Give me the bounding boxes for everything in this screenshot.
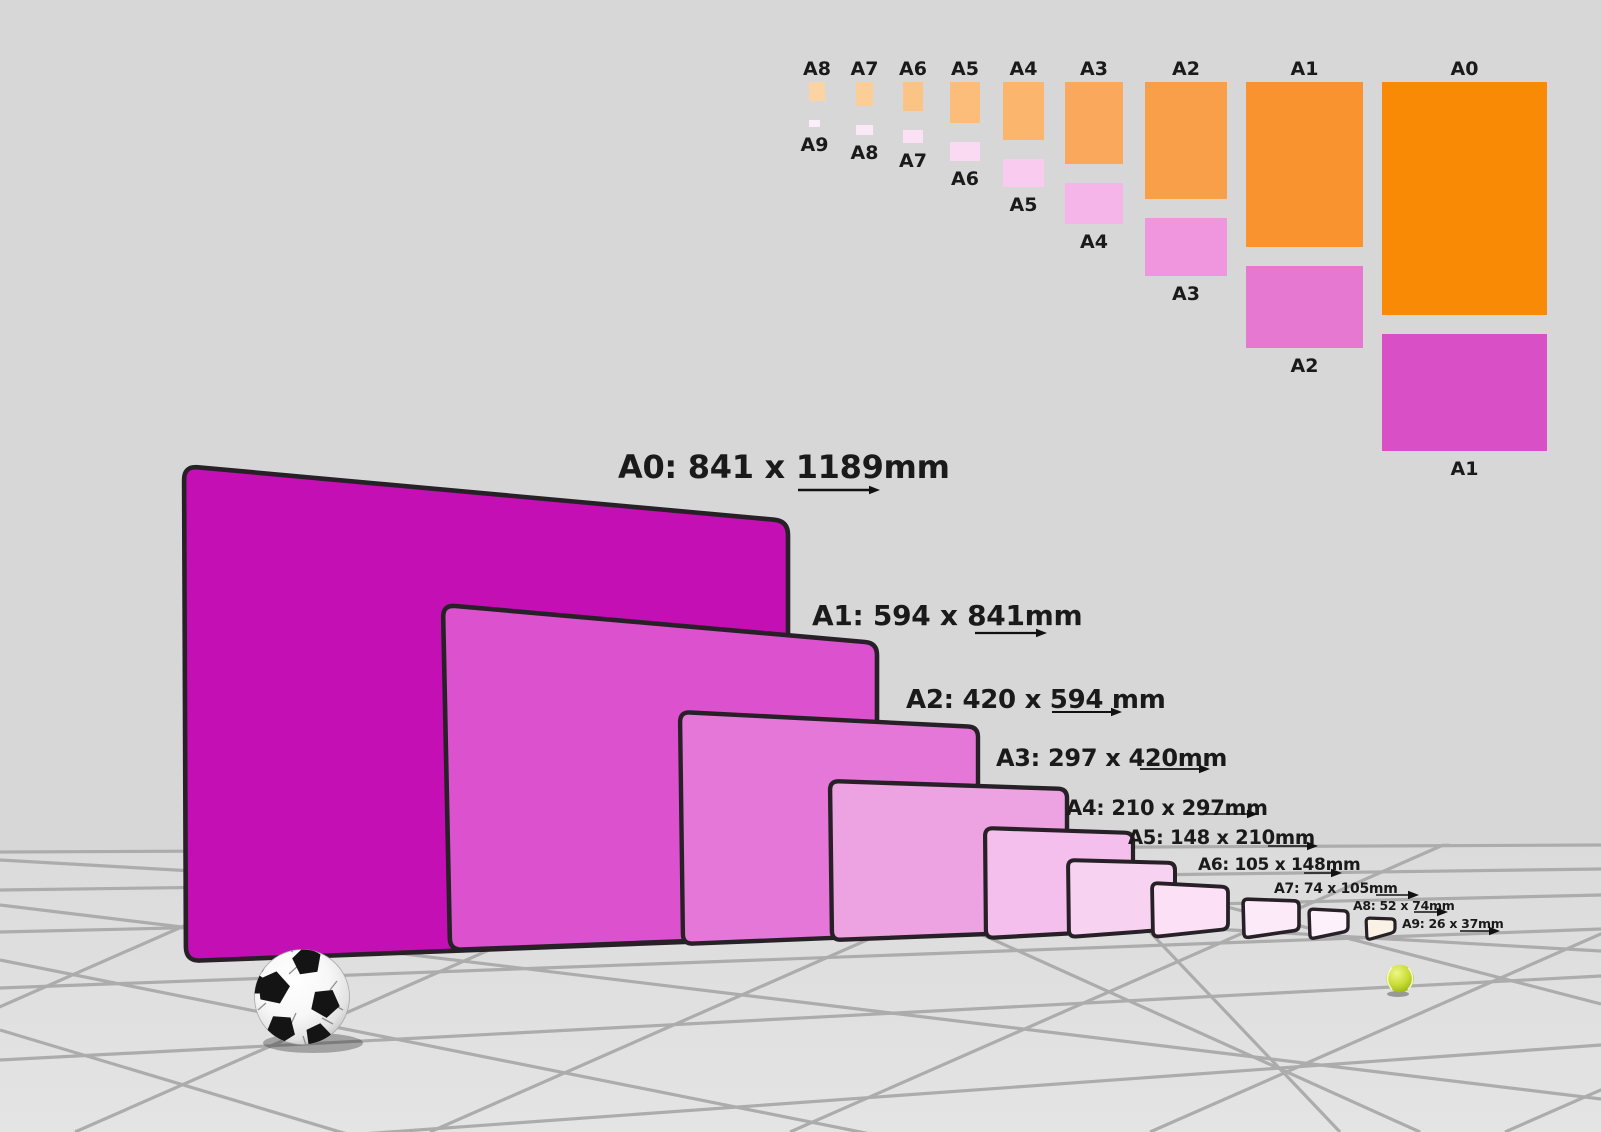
chart-col-a6-landscape-label: A7 [899,150,927,172]
floor-grid-line [789,843,1451,1132]
chart-col-a8-landscape-label: A9 [801,134,829,156]
soccer-ball-patch [311,990,340,1018]
sheet-a4-direction-arrow [1203,809,1258,819]
chart-col-a6-landscape-swatch [903,130,923,143]
chart-col-a8-portrait-swatch [809,82,825,101]
sheet-a8-size-label: A8: 52 x 74mm [1353,898,1455,913]
tennis-ball-seam [1407,967,1414,991]
chart-col-a5-landscape-swatch [950,142,980,161]
chart-col-a0-portrait-swatch [1382,82,1547,315]
paper-sheet-a6 [1150,881,1230,939]
chart-col-a3-portrait-swatch [1065,82,1123,164]
chart-col-a4-landscape-label: A5 [1010,194,1038,216]
tennis-ball-body [1386,964,1414,993]
chart-col-a1-landscape-swatch [1246,266,1363,348]
tennis-ball-seam [1386,967,1393,990]
chart-col-a1-portrait-label: A1 [1291,58,1319,80]
sheet-a2-direction-arrow [1052,707,1122,717]
chart-col-a2-portrait-swatch [1145,82,1227,199]
soccer-ball-seam [257,1002,267,1011]
chart-col-a0: A0 A1 [1382,58,1547,480]
chart-col-a7-portrait-label: A7 [851,58,879,80]
sheet-a0-size-label: A0: 841 x 1189mm [618,448,950,486]
paper-sheet-a7 [1241,897,1301,940]
soccer-ball-seam [290,1012,297,1025]
sheet-a7-size-label: A7: 74 x 105mm [1274,881,1398,897]
chart-col-a3-landscape-swatch [1065,183,1123,224]
sheet-a9-size-label: A9: 26 x 37mm [1402,916,1504,931]
sheet-size-labels: A0: 841 x 1189mm A1: 594 x 841mm A2: 420 x… [618,448,1504,936]
chart-col-a0-landscape-swatch [1382,334,1547,451]
tennis-ball-shadow [1387,991,1409,997]
soccer-ball-seam [302,1035,307,1045]
chart-col-a8-landscape-swatch [809,120,820,127]
sheet-a7-direction-arrow [1376,890,1419,900]
sheet-a4-size-label: A4: 210 x 297mm [1066,796,1268,820]
chart-col-a6: A6 A7 [899,58,927,172]
tennis-ball [1386,964,1414,997]
paper-sheets [181,464,1397,963]
sheet-a6-size-label: A6: 105 x 148mm [1198,855,1360,875]
soccer-ball-patch [258,971,290,1004]
chart-col-a2: A2 A3 [1145,58,1227,305]
chart-col-a3-landscape-label: A4 [1080,231,1108,253]
chart-col-a7-portrait-swatch [856,82,873,106]
paper-sheet-a9 [1364,916,1397,941]
chart-col-a1: A1 A2 [1246,58,1363,377]
chart-col-a5-portrait-label: A5 [951,58,979,80]
chart-col-a5-portrait-swatch [950,82,980,123]
paper-sheet-a8 [1307,907,1350,940]
chart-col-a4-portrait-swatch [1003,82,1044,140]
sheet-a3-size-label: A3: 297 x 420mm [996,744,1227,772]
soccer-ball-seam [285,949,294,953]
chart-col-a0-portrait-label: A0 [1451,58,1479,80]
soccer-ball-seam [321,1017,334,1025]
chart-col-a4-landscape-swatch [1003,159,1044,187]
chart-col-a3-portrait-label: A3 [1080,58,1108,80]
sheet-a3-direction-arrow [1140,764,1210,774]
chart-col-a4: A4 A5 [1003,58,1044,216]
chart-col-a8: A8 A9 [801,58,831,156]
size-comparison-chart: A8 A9 A7 A8 A6 A7 A5 A6 A4 A5 A3 A4 A2 A3 A1 A2 A0 A1 [801,58,1547,480]
sheet-a6-direction-arrow [1304,868,1342,878]
chart-col-a1-landscape-label: A2 [1291,355,1319,377]
sheet-a1-size-label: A1: 594 x 841mm [812,599,1082,632]
sheet-a1-direction-arrow [975,628,1047,638]
chart-col-a6-portrait-swatch [903,82,923,111]
chart-col-a7-landscape-swatch [856,125,873,135]
sheet-a5-direction-arrow [1268,841,1318,851]
chart-col-a0-landscape-label: A1 [1451,458,1479,480]
soccer-ball-patch [292,949,321,975]
sheet-a9-direction-arrow [1460,926,1500,936]
soccer-ball-seam [329,980,338,991]
chart-col-a8-portrait-label: A8 [803,58,831,80]
chart-col-a1-portrait-swatch [1246,82,1363,247]
chart-col-a2-portrait-label: A2 [1172,58,1200,80]
sheet-a5-size-label: A5: 148 x 210mm [1128,826,1315,849]
floor-grid-line [0,1043,1601,1132]
chart-col-a2-landscape-swatch [1145,218,1227,276]
sheet-a2-size-label: A2: 420 x 594 mm [906,685,1166,715]
chart-col-a2-landscape-label: A3 [1172,283,1200,305]
chart-col-a5-landscape-label: A6 [951,168,979,190]
chart-col-a7-landscape-label: A8 [851,142,879,164]
chart-col-a5: A5 A6 [950,58,980,190]
chart-col-a7: A7 A8 [851,58,879,164]
sheet-a0-direction-arrow [798,485,880,495]
chart-col-a3: A3 A4 [1065,58,1123,253]
floor-grid-line [0,1028,1601,1132]
floor-grid-line [1149,843,1601,1132]
chart-col-a6-portrait-label: A6 [899,58,927,80]
sheet-a8-direction-arrow [1414,907,1448,917]
chart-col-a4-portrait-label: A4 [1010,58,1038,80]
